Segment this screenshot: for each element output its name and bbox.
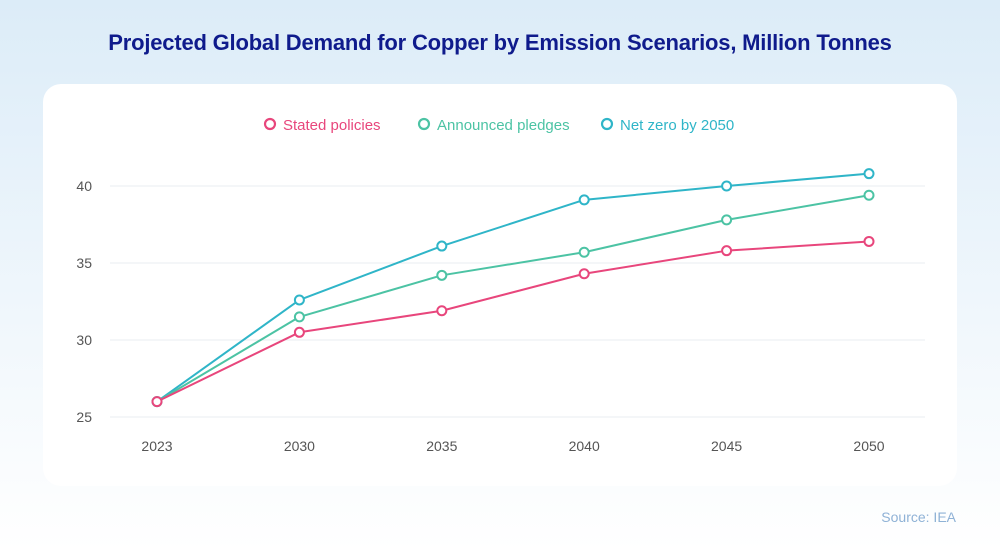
x-tick-label: 2030 — [284, 438, 315, 454]
legend-marker — [417, 117, 431, 131]
data-point-s0-5 — [863, 235, 875, 247]
x-axis: 2023 2030 2035 2040 2045 2050 — [141, 438, 884, 454]
source-note: Source: IEA — [881, 509, 956, 525]
data-point-s0-4 — [721, 245, 733, 257]
y-tick-label: 30 — [76, 332, 92, 348]
data-point-s2-2 — [436, 240, 448, 252]
legend-label: Net zero by 2050 — [620, 117, 734, 134]
data-point-s0-3 — [578, 268, 590, 280]
legend: Stated policies Announced pledges Net zero… — [263, 117, 734, 134]
data-point-s1-5 — [863, 189, 875, 201]
legend-label: Stated policies — [283, 117, 381, 134]
y-axis: 25 30 35 40 — [76, 178, 92, 425]
y-tick-label: 40 — [76, 178, 92, 194]
data-point-s1-1 — [293, 311, 305, 323]
legend-item-0: Stated policies — [263, 117, 381, 134]
legend-item-1: Announced pledges — [417, 117, 570, 134]
data-point-s1-4 — [721, 214, 733, 226]
x-tick-label: 2050 — [853, 438, 884, 454]
data-point-s2-4 — [721, 180, 733, 192]
legend-label: Announced pledges — [437, 117, 570, 134]
series-group — [151, 168, 875, 408]
legend-marker — [600, 117, 614, 131]
series-line-0 — [156, 240, 870, 403]
data-point-s0-1 — [293, 326, 305, 338]
legend-marker — [263, 117, 277, 131]
data-point-s1-2 — [436, 269, 448, 281]
chart-title: Projected Global Demand for Copper by Em… — [108, 30, 892, 55]
chart-card — [43, 84, 957, 486]
y-tick-label: 35 — [76, 255, 92, 271]
x-tick-label: 2040 — [569, 438, 600, 454]
data-point-s1-3 — [578, 246, 590, 258]
x-tick-label: 2023 — [141, 438, 172, 454]
series-line-2 — [156, 172, 870, 403]
data-point-s2-5 — [863, 168, 875, 180]
y-tick-label: 25 — [76, 409, 92, 425]
x-tick-label: 2035 — [426, 438, 457, 454]
data-point-s2-3 — [578, 194, 590, 206]
data-point-s0-0 — [151, 396, 163, 408]
x-tick-label: 2045 — [711, 438, 742, 454]
data-point-s0-2 — [436, 305, 448, 317]
legend-item-2: Net zero by 2050 — [600, 117, 734, 134]
data-point-s2-1 — [293, 294, 305, 306]
series-line-1 — [156, 194, 870, 403]
